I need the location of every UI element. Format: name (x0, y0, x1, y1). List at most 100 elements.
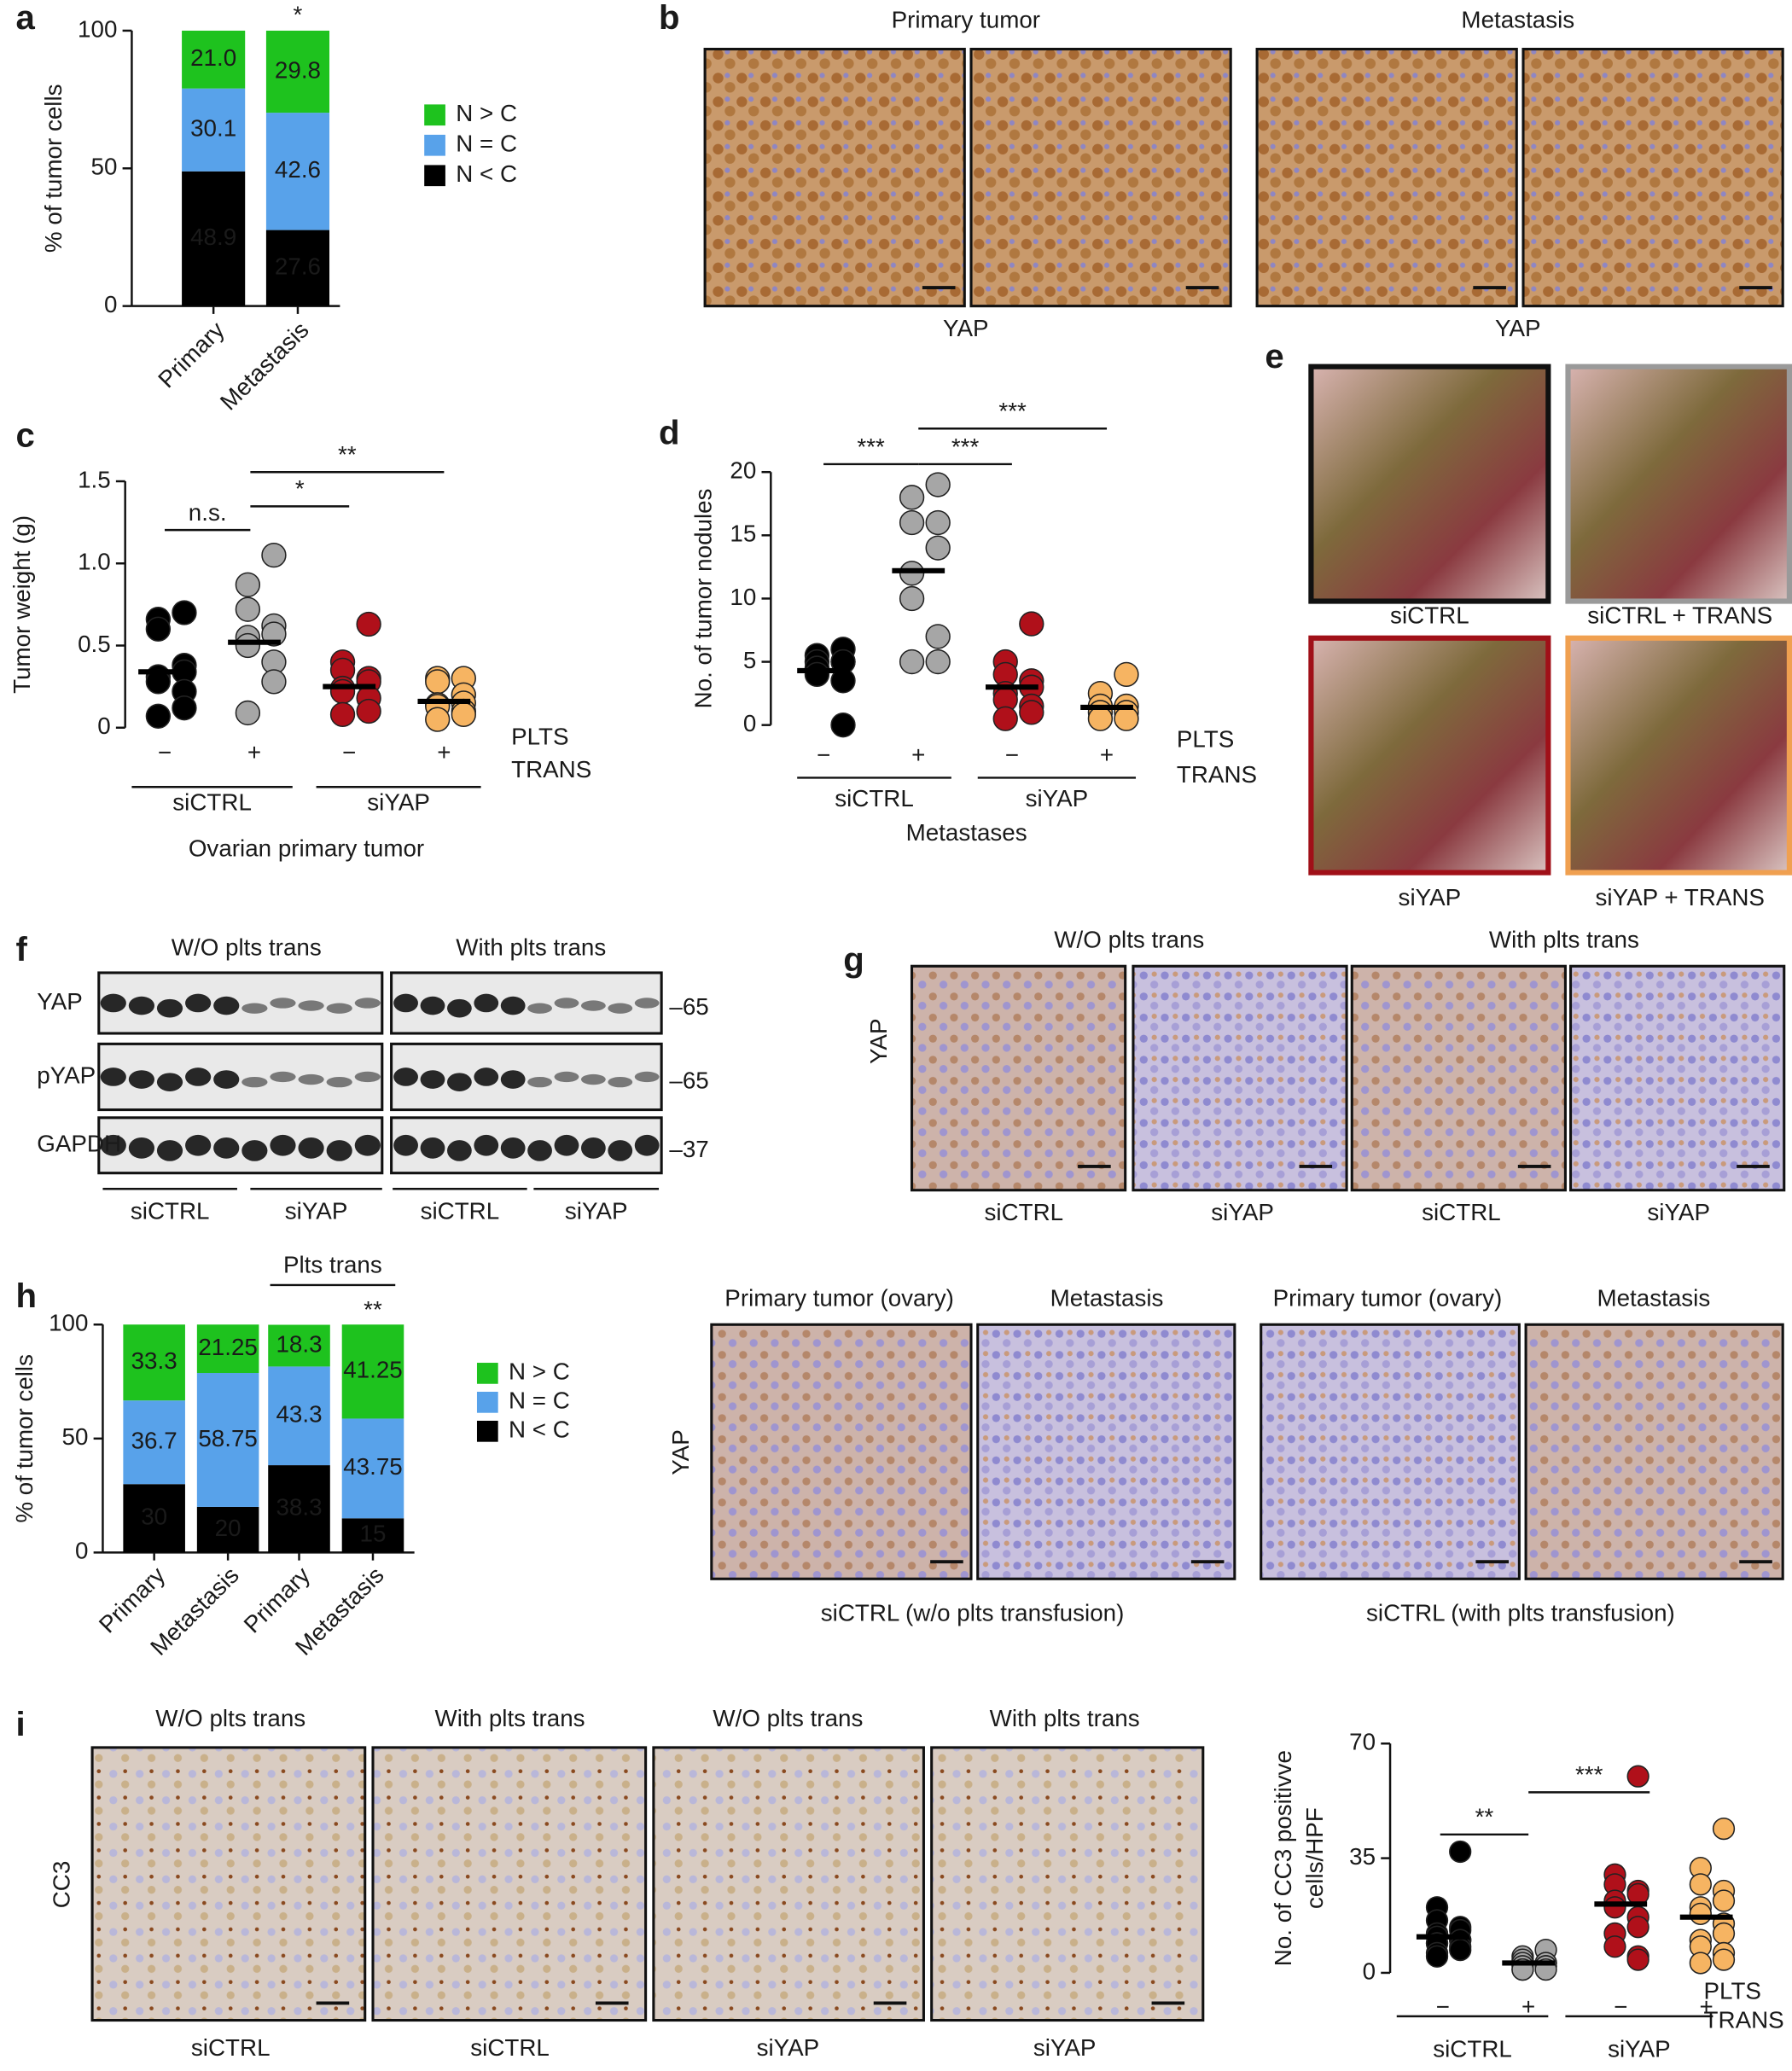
blot-band (393, 1067, 418, 1086)
blot-band (156, 1073, 183, 1091)
legend-swatch (424, 134, 445, 156)
micrograph (910, 964, 1127, 1192)
blot-band (420, 996, 445, 1015)
micrograph (1260, 1323, 1521, 1580)
value-label: 27.6 (275, 253, 321, 279)
data-point (925, 535, 951, 561)
blot-band (298, 1073, 324, 1085)
data-point (235, 572, 261, 597)
data-point (425, 669, 451, 695)
image-caption: siCTRL (191, 2034, 271, 2061)
blot-band (500, 996, 526, 1015)
blot-band (608, 1003, 633, 1014)
y-tick-label: 0.5 (78, 631, 111, 657)
data-point (1087, 706, 1114, 731)
significance: ** (1475, 1804, 1494, 1830)
bar-segment (123, 1484, 185, 1553)
condition-label: PLTS (511, 723, 568, 749)
blot-band (554, 1134, 579, 1156)
x-tick-label: Primary (153, 317, 230, 393)
blot-band (128, 1070, 154, 1089)
image-header: Primary tumor (ovary) (1273, 1284, 1503, 1311)
bar-segment (182, 30, 246, 89)
image-header: W/O plts trans (1054, 926, 1204, 952)
value-label: 18.3 (276, 1330, 322, 1357)
x-tick-label: + (247, 739, 261, 765)
blot-band (580, 1000, 606, 1011)
legend-label: N < C (509, 1417, 570, 1443)
data-point (145, 703, 172, 729)
significance: * (294, 1, 303, 27)
blot-band (474, 1067, 499, 1086)
data-point (1689, 1873, 1712, 1896)
significance: ** (338, 441, 357, 468)
micrograph (1255, 47, 1518, 308)
group-label: siCTRL (421, 1197, 500, 1224)
blot-band (354, 998, 381, 1009)
mw-marker: –37 (669, 1136, 708, 1162)
blot-band (100, 1067, 126, 1086)
significance: *** (857, 433, 885, 460)
data-point (899, 509, 925, 536)
blot-band (420, 1070, 445, 1089)
x-tick-label: + (1100, 742, 1114, 768)
blot-band (527, 1140, 552, 1161)
x-tick-label: − (158, 739, 172, 765)
blot-band (128, 1137, 154, 1159)
blot-band (213, 1137, 240, 1159)
data-point (356, 698, 381, 724)
panel-letter: a (16, 0, 36, 37)
image-caption: siCTRL + TRANS (1587, 602, 1772, 628)
panel-letter: i (16, 1705, 26, 1743)
data-point (1603, 1935, 1626, 1958)
image-caption: siYAP (1647, 1199, 1710, 1225)
blot-row-label: YAP (37, 988, 83, 1015)
condition-label: TRANS (1704, 2006, 1784, 2033)
bar-segment (182, 171, 246, 306)
blot-band (213, 996, 240, 1015)
data-point (261, 669, 287, 695)
blot-band (128, 996, 154, 1015)
group-label: siYAP (1608, 2035, 1671, 2062)
data-point (1019, 611, 1044, 637)
value-label: 30 (141, 1504, 167, 1530)
y-tick-label: 0 (97, 713, 110, 739)
micrograph (1132, 964, 1348, 1192)
image-caption: siYAP (1399, 884, 1462, 910)
data-point (329, 701, 356, 728)
legend-label: N > C (509, 1358, 570, 1385)
y-axis-label: % of tumor cells (40, 84, 67, 253)
value-label: 43.3 (276, 1401, 322, 1428)
x-axis-label: Ovarian primary tumor (189, 835, 424, 862)
mw-marker: –65 (669, 993, 708, 1020)
data-point (899, 649, 925, 675)
value-label: 36.7 (131, 1428, 177, 1454)
micrograph (1565, 364, 1792, 604)
panel-letter: d (659, 414, 680, 452)
data-point (804, 661, 830, 688)
blot-band (474, 993, 499, 1013)
data-point (925, 649, 951, 675)
legend-swatch (424, 104, 445, 126)
blot-band (156, 998, 183, 1018)
data-point (1449, 1938, 1472, 1962)
group-label: siCTRL (172, 789, 252, 816)
value-label: 15 (360, 1521, 387, 1547)
image-header: Metastasis (1597, 1284, 1710, 1311)
group-label: siCTRL (835, 785, 914, 812)
value-label: 29.8 (275, 56, 321, 83)
group-label: siYAP (1026, 785, 1089, 812)
blot-band (420, 1137, 445, 1159)
blot-band (500, 1070, 526, 1089)
bar-segment (268, 1465, 330, 1553)
data-point (356, 611, 381, 637)
data-point (329, 678, 356, 705)
stain-label: YAP (667, 1429, 694, 1475)
blot-band (634, 998, 660, 1009)
data-point (925, 624, 951, 649)
image-header: With plts trans (435, 1705, 585, 1731)
y-tick-label: 1.5 (78, 466, 111, 492)
data-point (1689, 1952, 1712, 1975)
blot-band (270, 1071, 296, 1083)
